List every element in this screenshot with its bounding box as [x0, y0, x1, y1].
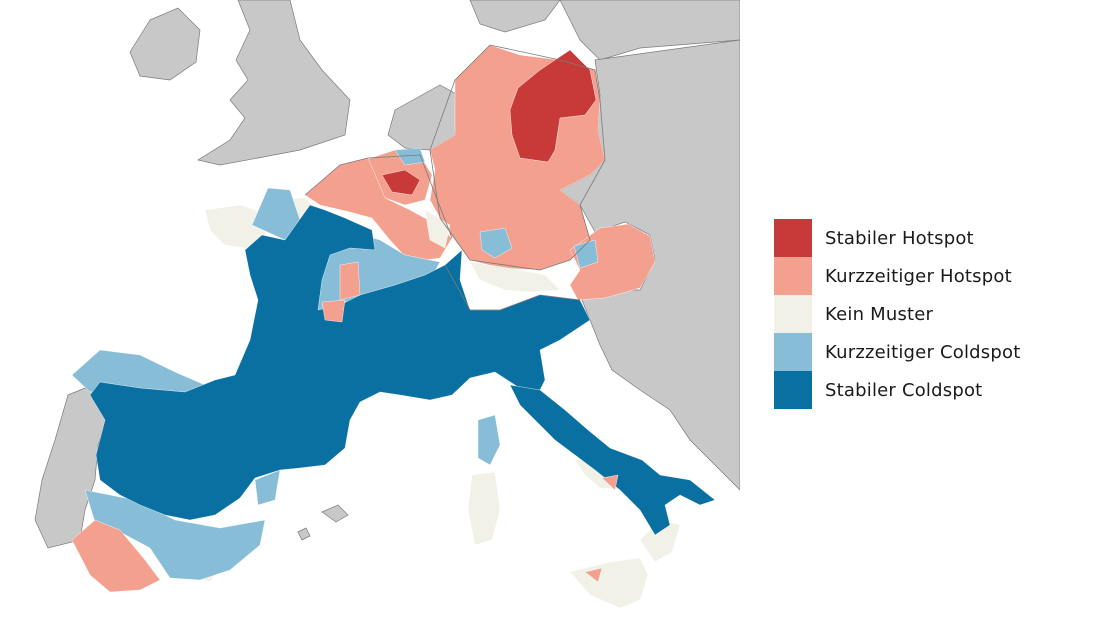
region-sardinia-cold — [477, 414, 501, 466]
choropleth-map — [34, 0, 740, 609]
balearic-islands — [297, 504, 349, 541]
legend-label: Kein Muster — [825, 303, 934, 325]
region-belgium-coldspot — [394, 147, 426, 166]
region-belgium-stable-hot — [381, 169, 421, 196]
region-n-france — [304, 157, 453, 263]
legend-swatch-short-coldspot — [774, 333, 812, 371]
legend-item-stable-coldspot: Stabiler Coldspot — [774, 371, 1020, 409]
region-france-short-hot — [339, 261, 361, 301]
region-italy-stable-cold — [509, 384, 716, 536]
legend-item-short-coldspot: Kurzzeitiger Coldspot — [774, 333, 1020, 371]
legend-swatch-no-pattern — [774, 295, 812, 333]
legend-label: Kurzzeitiger Coldspot — [825, 341, 1021, 363]
region-e-spain-cold — [254, 469, 281, 506]
map-legend: Stabiler Hotspot Kurzzeitiger Hotspot Ke… — [774, 219, 1020, 409]
background-land — [34, 0, 740, 549]
legend-item-stable-hotspot: Stabiler Hotspot — [774, 219, 1020, 257]
region-w-france-cold — [251, 187, 301, 241]
legend-label: Stabiler Hotspot — [825, 227, 974, 249]
legend-swatch-stable-hotspot — [774, 219, 812, 257]
ireland-land — [129, 7, 201, 81]
great-britain-land — [197, 0, 351, 166]
region-corsica-none — [467, 471, 501, 546]
region-andalusia-short-hot — [71, 519, 161, 593]
region-france-stable-cold — [89, 204, 591, 521]
region-france-short-hot-2 — [321, 299, 346, 323]
region-italy-short-hot — [601, 474, 619, 491]
legend-swatch-short-hotspot — [774, 257, 812, 295]
legend-label: Kurzzeitiger Hotspot — [825, 265, 1012, 287]
legend-item-no-pattern: Kein Muster — [774, 295, 1020, 333]
country-borders — [304, 44, 606, 311]
region-bavaria-cold — [479, 227, 513, 259]
region-ne-germany-stable-hot — [509, 49, 597, 163]
scandinavia-land — [469, 0, 561, 33]
legend-label: Stabiler Coldspot — [825, 379, 983, 401]
legend-swatch-stable-coldspot — [774, 371, 812, 409]
region-layer — [71, 44, 716, 609]
region-sicily-none — [569, 557, 649, 609]
region-bavaria-none — [469, 261, 561, 293]
legend-item-short-hotspot: Kurzzeitiger Hotspot — [774, 257, 1020, 295]
region-sicily-short-hot — [584, 567, 603, 583]
sweden-land — [559, 0, 740, 61]
